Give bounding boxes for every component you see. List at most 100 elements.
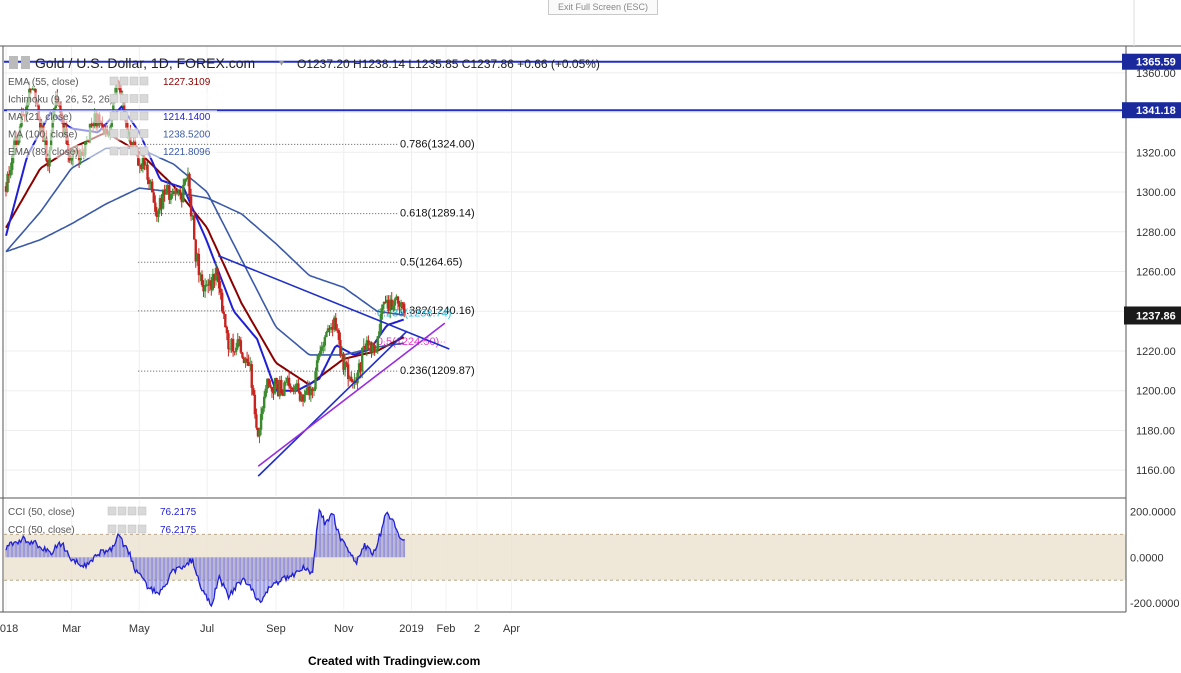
candle-body (387, 299, 390, 311)
candle-body (163, 190, 166, 195)
last-price-label: 1237.86 (1136, 310, 1176, 322)
candle-body (351, 381, 355, 383)
close-icon[interactable] (139, 76, 149, 86)
exit-fullscreen-button[interactable]: Exit Full Screen (ESC) (548, 0, 658, 15)
candle-body (298, 391, 302, 401)
eye-icon[interactable] (109, 111, 119, 121)
candle-body (284, 381, 288, 383)
gear-icon[interactable] (119, 129, 129, 138)
symbol-title[interactable]: Gold / U.S. Dollar, 1D, FOREX.com (35, 55, 255, 71)
plus-icon[interactable] (129, 76, 139, 86)
trend-line[interactable] (257, 322, 446, 467)
plus-icon[interactable] (129, 111, 139, 121)
candle-body (242, 357, 246, 363)
candle-body (289, 386, 292, 388)
plus-icon[interactable] (129, 129, 139, 138)
candle-body (297, 383, 300, 392)
fib-level-label: 0.236(1238.74) (377, 308, 452, 320)
indicator-value: 1214.1400 (163, 112, 211, 123)
close-icon[interactable] (137, 524, 147, 534)
candle-body (318, 350, 322, 355)
fib-level-label: 0.5(1264.65) (400, 256, 462, 268)
candle-body (255, 414, 258, 428)
candle-body (365, 340, 369, 350)
watermark-text: Created with Tradingview.com (308, 654, 481, 668)
candle-body (357, 363, 361, 373)
indicator-value: 1227.3109 (163, 77, 211, 88)
chevron-down-icon[interactable]: ▾ (279, 58, 284, 69)
gear-icon[interactable] (119, 94, 129, 103)
gear-icon[interactable] (117, 506, 127, 516)
candle-body (301, 394, 305, 402)
eye-icon[interactable] (107, 524, 117, 534)
gear-icon[interactable] (119, 111, 129, 121)
close-icon[interactable] (139, 111, 149, 121)
indicator-label[interactable]: Ichimoku (9, 26, 52, 26) (8, 95, 113, 106)
eye-icon[interactable] (107, 506, 117, 516)
candle-body (196, 253, 199, 262)
candle-body (202, 285, 205, 292)
candle-body (236, 339, 239, 348)
candle-body (342, 353, 345, 370)
cci-label[interactable]: CCI (50, close) (8, 525, 75, 536)
cci-tick-label: 0.0000 (1130, 552, 1164, 564)
candle-body (388, 299, 392, 311)
candle-body (261, 408, 264, 415)
plus-icon[interactable] (129, 146, 139, 156)
candle-body (234, 347, 238, 352)
plus-icon[interactable] (127, 524, 137, 534)
candle-body (270, 386, 274, 392)
candle-body (373, 345, 376, 353)
trend-line[interactable] (257, 330, 408, 477)
trend-line[interactable] (217, 254, 450, 350)
close-icon[interactable] (139, 129, 149, 138)
candle-body (186, 173, 190, 179)
indicator-label[interactable]: EMA (55, close) (8, 77, 79, 88)
candle-body (203, 285, 207, 292)
price-tick-label: 1360.00 (1136, 68, 1176, 80)
candle-body (207, 284, 210, 286)
eye-icon[interactable] (109, 146, 119, 156)
gear-icon[interactable] (119, 76, 129, 86)
candle-body (402, 303, 406, 313)
price-tick-label: 1220.00 (1136, 346, 1176, 358)
candle-body (146, 164, 149, 180)
candle-body (154, 202, 157, 212)
eye-icon[interactable] (109, 94, 119, 103)
indicator-label[interactable]: EMA (89, close) (8, 147, 79, 158)
cci-label[interactable]: CCI (50, close) (8, 507, 75, 518)
cci-line (5, 508, 405, 608)
indicator-label[interactable]: MA (100, close) (8, 130, 77, 141)
candle-body (87, 140, 90, 142)
candle-body (343, 362, 347, 370)
gear-icon[interactable] (117, 524, 127, 534)
gear-icon[interactable] (119, 146, 129, 156)
candle-body (32, 88, 36, 90)
candle-body (221, 292, 224, 312)
indicator-label[interactable]: MA (21, close) (8, 112, 72, 123)
candle-body (7, 173, 11, 176)
candle-body (224, 314, 227, 328)
candle-body (304, 390, 308, 395)
candle-body (179, 189, 182, 194)
moving-average-line (5, 147, 404, 356)
plus-icon[interactable] (129, 94, 139, 103)
candle-body (401, 302, 404, 304)
eye-icon[interactable] (109, 129, 119, 138)
candle-body (6, 173, 9, 192)
close-icon[interactable] (139, 94, 149, 103)
candle-body (322, 345, 325, 347)
price-tag (1122, 53, 1181, 70)
close-icon[interactable] (139, 146, 149, 156)
close-icon[interactable] (137, 506, 147, 516)
plus-icon[interactable] (127, 506, 137, 516)
price-tick-label: 1260.00 (1136, 267, 1176, 279)
candle-body (225, 327, 229, 334)
candle-body (371, 345, 375, 353)
time-tick-label: 2018 (0, 623, 18, 635)
candle-body (337, 330, 341, 341)
candle-body (51, 117, 54, 134)
candle-body (396, 296, 400, 304)
eye-icon[interactable] (109, 76, 119, 86)
